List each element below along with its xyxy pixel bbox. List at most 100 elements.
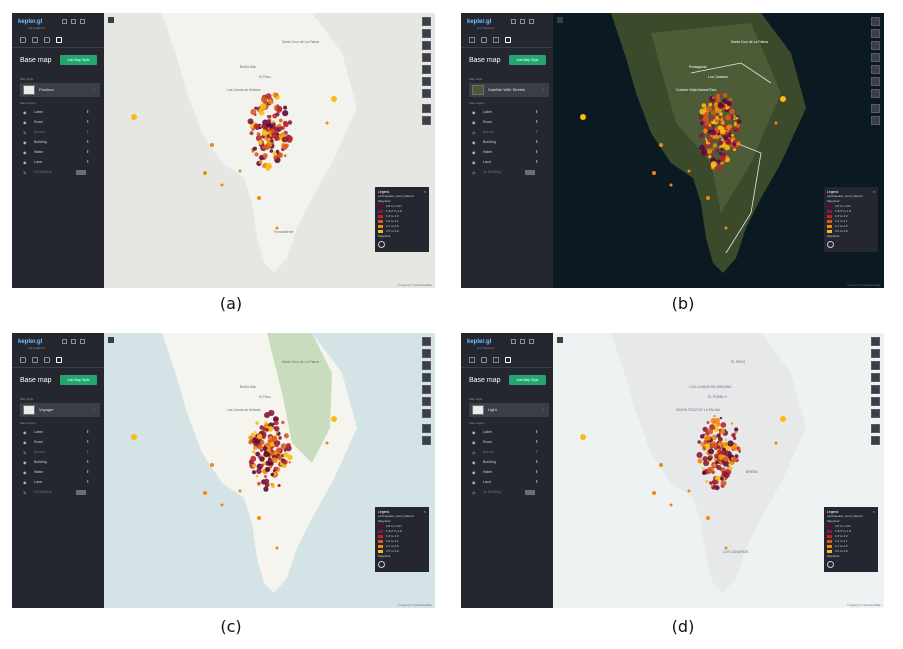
layers-tab-icon[interactable]: [20, 37, 26, 43]
earthquake-point[interactable]: [275, 226, 279, 230]
map-layer-row[interactable]: ◉ Road ⇞: [20, 118, 100, 127]
earthquake-point[interactable]: [263, 486, 269, 492]
visibility-eye-icon[interactable]: ◉: [23, 120, 27, 125]
earthquake-point[interactable]: [702, 471, 706, 475]
add-map-style-button[interactable]: Add Map Style: [60, 375, 97, 385]
earthquake-point[interactable]: [274, 426, 280, 432]
earthquake-point[interactable]: [264, 421, 268, 424]
map-layer-row[interactable]: ◉ 3d Building: [469, 488, 549, 497]
earthquake-point[interactable]: [254, 431, 257, 434]
earthquake-point[interactable]: [331, 416, 337, 422]
earthquake-point[interactable]: [734, 431, 737, 434]
map-attribution[interactable]: © kepler.gl © OpenStreetMap: [398, 604, 432, 607]
earthquake-point[interactable]: [718, 437, 723, 441]
earthquake-point[interactable]: [277, 455, 283, 461]
earthquake-point[interactable]: [721, 152, 727, 158]
earthquake-point[interactable]: [725, 139, 731, 145]
close-icon[interactable]: ×: [423, 509, 426, 514]
earthquake-point[interactable]: [278, 436, 282, 440]
earthquake-point[interactable]: [258, 139, 263, 145]
share-icon[interactable]: [511, 339, 516, 344]
move-to-top-icon[interactable]: ⇞: [86, 469, 90, 474]
earthquake-point[interactable]: [734, 427, 739, 432]
layer-color-swatch[interactable]: [76, 170, 86, 175]
earthquake-point[interactable]: [252, 464, 256, 468]
earthquake-point[interactable]: [708, 455, 712, 459]
save-icon[interactable]: [520, 339, 525, 344]
map-layer-row[interactable]: ◉ Building ⇞: [20, 138, 100, 147]
earthquake-point[interactable]: [257, 196, 261, 200]
map-layer-row[interactable]: ◉ Building ⇞: [469, 138, 549, 147]
close-icon[interactable]: ×: [872, 189, 875, 194]
add-map-style-button[interactable]: Add Map Style: [509, 55, 546, 65]
save-icon[interactable]: [520, 19, 525, 24]
earthquake-point[interactable]: [325, 441, 329, 445]
layers-tab-icon[interactable]: [20, 357, 26, 363]
visibility-eye-icon[interactable]: ◉: [472, 110, 476, 115]
earthquake-point[interactable]: [711, 420, 716, 424]
earthquake-point[interactable]: [220, 183, 224, 187]
earthquake-point[interactable]: [270, 472, 275, 477]
map-layer-row[interactable]: ◉ Land ⇞: [469, 478, 549, 487]
map-layer-row[interactable]: ◉ 3d Building: [20, 168, 100, 177]
earthquake-point[interactable]: [724, 226, 728, 230]
move-to-top-icon[interactable]: ⇞: [86, 479, 90, 484]
earthquake-point[interactable]: [287, 135, 293, 142]
earthquake-point[interactable]: [280, 443, 287, 449]
earthquake-point[interactable]: [270, 442, 275, 447]
earthquake-point[interactable]: [722, 135, 729, 141]
filters-tab-icon[interactable]: [32, 37, 38, 43]
earthquake-point[interactable]: [722, 460, 729, 467]
map-layer-row[interactable]: ◉ Road ⇞: [469, 438, 549, 447]
earthquake-point[interactable]: [285, 443, 291, 448]
earthquake-point[interactable]: [721, 121, 725, 125]
visibility-eye-icon[interactable]: ◉: [472, 130, 476, 135]
earthquake-point[interactable]: [264, 144, 270, 150]
collapse-panel-button[interactable]: [557, 337, 563, 343]
earthquake-point[interactable]: [276, 447, 282, 453]
earthquake-point[interactable]: [720, 147, 724, 151]
earthquake-point[interactable]: [720, 480, 727, 487]
earthquake-point[interactable]: [705, 480, 709, 483]
earthquake-point[interactable]: [710, 442, 717, 448]
earthquake-point[interactable]: [275, 149, 280, 154]
earthquake-point[interactable]: [721, 470, 728, 477]
earthquake-point[interactable]: [659, 463, 663, 467]
visibility-eye-icon[interactable]: ◉: [472, 160, 476, 165]
earthquake-point[interactable]: [669, 503, 673, 507]
earthquake-point[interactable]: [726, 132, 733, 138]
earthquake-point[interactable]: [719, 416, 723, 420]
earthquake-point[interactable]: [687, 489, 691, 493]
earthquake-point[interactable]: [708, 154, 712, 159]
earthquake-point[interactable]: [723, 442, 728, 447]
earthquake-point[interactable]: [714, 453, 719, 458]
earthquake-point[interactable]: [277, 152, 284, 158]
locale-icon[interactable]: [422, 65, 431, 74]
map-attribution[interactable]: © kepler.gl © OpenStreetMap: [847, 284, 881, 287]
earthquake-point[interactable]: [131, 114, 137, 120]
map-layer-row[interactable]: ◉ 3d Building: [20, 488, 100, 497]
move-to-top-icon[interactable]: ⇞: [535, 149, 539, 154]
earthquake-point[interactable]: [249, 131, 254, 136]
earthquake-point[interactable]: [702, 426, 708, 432]
visibility-eye-icon[interactable]: ◉: [23, 140, 27, 145]
earthquake-point[interactable]: [718, 115, 722, 119]
earthquake-point[interactable]: [706, 196, 710, 200]
split-map-icon[interactable]: [871, 337, 880, 346]
split-map-icon[interactable]: [871, 17, 880, 26]
save-icon[interactable]: [71, 19, 76, 24]
visibility-eye-icon[interactable]: ◉: [472, 470, 476, 475]
earthquake-point[interactable]: [710, 110, 716, 116]
earthquake-point[interactable]: [274, 135, 280, 141]
zoom-out-icon[interactable]: [422, 436, 431, 445]
earthquake-point[interactable]: [253, 123, 260, 130]
basemap-tab-icon[interactable]: [56, 357, 62, 363]
earthquake-point[interactable]: [728, 466, 733, 471]
earthquake-point[interactable]: [697, 440, 701, 444]
share-icon[interactable]: [62, 19, 67, 24]
earthquake-point[interactable]: [723, 456, 729, 462]
earthquake-point[interactable]: [274, 420, 279, 426]
export-icon[interactable]: [80, 339, 85, 344]
visibility-eye-icon[interactable]: ◉: [472, 150, 476, 155]
move-to-top-icon[interactable]: ⇞: [535, 469, 539, 474]
